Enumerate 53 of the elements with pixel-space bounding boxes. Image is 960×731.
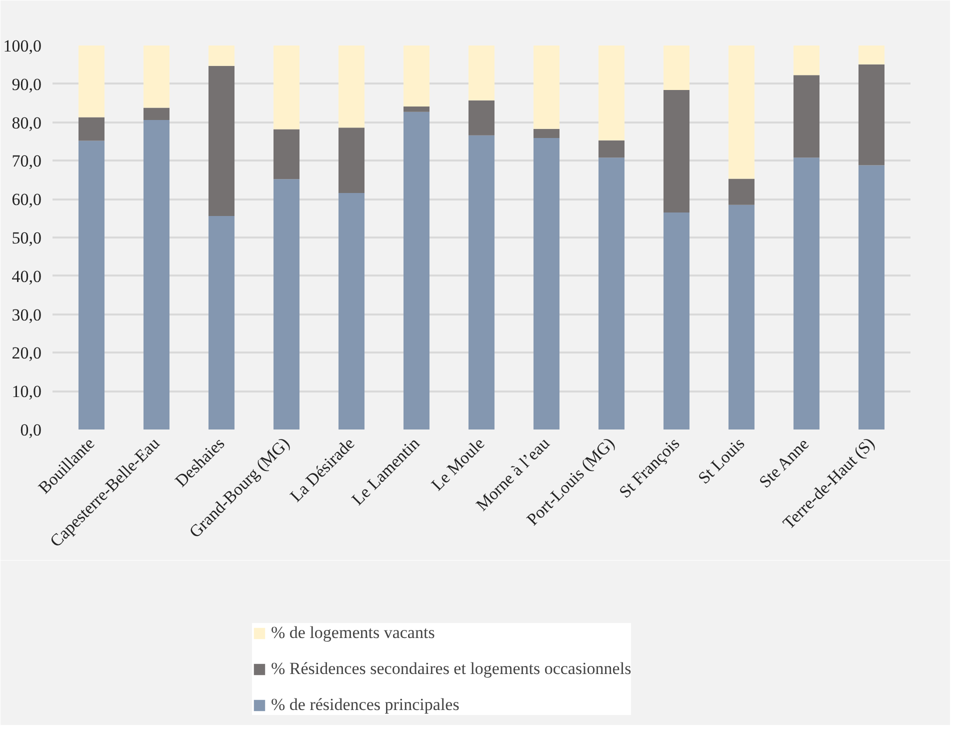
- bar: [794, 75, 820, 158]
- bar: [338, 128, 364, 193]
- bar: [78, 140, 104, 430]
- bar: [208, 66, 234, 216]
- bar: [468, 135, 494, 430]
- bar: [78, 46, 104, 118]
- legend-label: % de résidences principales: [271, 695, 460, 715]
- bar: [858, 165, 884, 430]
- bar: [404, 46, 430, 107]
- legend-label: % de logements vacants: [271, 623, 435, 643]
- bar: [664, 90, 690, 213]
- bar: [208, 216, 234, 430]
- bar: [274, 46, 300, 130]
- bar: [338, 46, 364, 128]
- bar: [208, 46, 234, 66]
- y-tick-label: 30,0: [12, 305, 42, 324]
- bar: [598, 158, 624, 430]
- bar: [794, 158, 820, 430]
- bar: [404, 106, 430, 112]
- bar: [794, 46, 820, 76]
- y-tick-label: 60,0: [12, 190, 42, 210]
- bar: [664, 212, 690, 430]
- bar: [78, 117, 104, 141]
- bar: [728, 46, 754, 179]
- bar: [404, 112, 430, 430]
- bar: [534, 128, 560, 138]
- bar: [534, 138, 560, 430]
- bar: [468, 100, 494, 136]
- y-tick-label: 100,0: [3, 36, 42, 56]
- y-tick-label: 80,0: [12, 113, 42, 132]
- bar: [598, 46, 624, 140]
- y-tick-label: 10,0: [12, 382, 42, 402]
- bar: [664, 46, 690, 90]
- bar: [858, 64, 884, 166]
- bar: [274, 179, 300, 430]
- bar: [274, 129, 300, 180]
- bar: [728, 178, 754, 205]
- bar: [144, 108, 170, 120]
- bar: [858, 46, 884, 64]
- bar: [728, 204, 754, 430]
- bar: [534, 46, 560, 129]
- y-tick-label: 90,0: [12, 74, 42, 94]
- bar: [598, 140, 624, 158]
- legend-label: % Résidences secondaires et logements occasionnels: [271, 659, 632, 679]
- bar: [144, 46, 170, 108]
- y-tick-label: 20,0: [12, 344, 42, 363]
- bar: [468, 46, 494, 100]
- y-tick-label: 0,0: [20, 420, 42, 440]
- bar: [144, 120, 170, 430]
- y-tick-label: 40,0: [12, 266, 42, 286]
- y-tick-label: 50,0: [12, 228, 42, 248]
- bar: [338, 192, 364, 430]
- y-tick-label: 70,0: [12, 152, 42, 171]
